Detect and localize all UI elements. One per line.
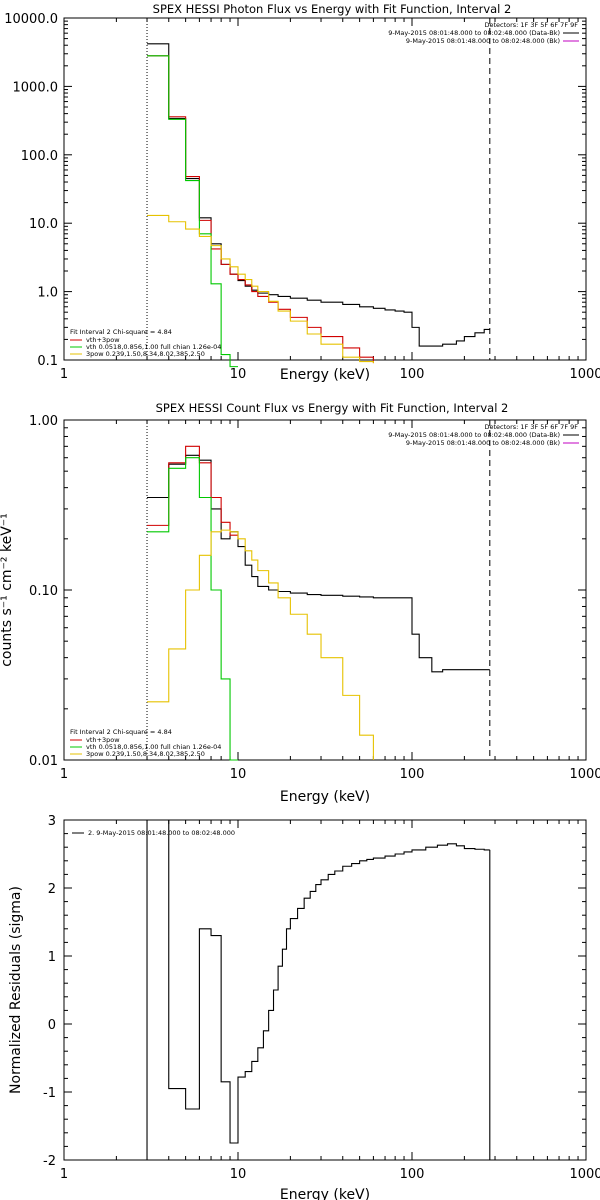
y-tick-label: 0.1 [37,354,58,369]
x-tick-label: 10 [230,367,247,382]
y-tick-label: -2 [43,1154,56,1169]
y-tick-label: 1000.0 [13,80,59,95]
series-line-0 [147,819,490,1144]
y-tick-label: 3 [48,814,56,829]
photon-fit-item-total: vth+3pow [86,336,120,344]
residuals-panel: 1 10 100 1000 -2 -1 0 1 2 3 Energy (keV) Normali… [8,814,600,1200]
y-tick-label: 10.0 [29,217,58,232]
series-line-2 [147,55,238,368]
count-fit-item-total: vth+3pow [86,736,120,744]
series-line-0 [147,43,490,347]
x-tick-label: 1 [60,1167,68,1182]
photon-plot-frame [63,17,587,361]
photon-series-group [147,43,490,368]
photon-chart-title: SPEX HESSI Photon Flux vs Energy with Fi… [153,2,512,16]
y-tick-label: 1.0 [37,286,58,301]
residuals-legend: 2. 9-May-2015 08:01:48.000 to 08:02:48.0… [72,829,235,837]
residuals-x-ticks: 1 10 100 1000 [60,820,600,1182]
series-line-1 [147,55,374,364]
y-tick-label: 0.10 [29,584,58,599]
photon-legend-data-label: 9-May-2015 08:01:48.000 to 08:02:48.000 … [388,29,560,37]
photon-legend-fit: Fit Interval 2 Chi-square = 4.84 vth+3po… [70,328,221,358]
residuals-x-axis-label: Energy (keV) [280,1187,370,1200]
photon-x-ticks: 1 10 100 1000 [60,18,600,382]
x-tick-label: 100 [400,767,425,782]
count-flux-panel: SPEX HESSI Count Flux vs Energy with Fit… [0,401,600,805]
count-detectors-label: Detectors: 1F 3F 5F 6F 7F 9F [484,423,578,431]
photon-fit-item-3pow: 3pow 0.239,1.50,8.34,8.02,385,2.50 [86,350,205,358]
series-line-1 [147,445,239,539]
x-tick-label: 10 [230,767,247,782]
series-line-3 [147,214,374,364]
residuals-plot-frame [63,819,587,1161]
x-tick-label: 1 [60,767,68,782]
y-tick-label: -1 [43,1086,56,1101]
count-legend-data-label: 9-May-2015 08:01:48.000 to 08:02:48.000 … [388,431,560,439]
photon-fit-item-vth: vth 0.0518,0.856,1.00 full chian 1.26e-0… [86,343,221,351]
x-tick-label: 1000 [569,367,600,382]
count-y-ticks: 0.01 0.10 1.00 [29,414,586,769]
x-tick-label: 1 [60,367,68,382]
x-tick-label: 100 [400,1167,425,1182]
series-line-3 [147,529,374,760]
photon-y-ticks: 0.1 1.0 10.0 100.0 1000.0 10000.0 [4,12,586,369]
photon-legend-top: Detectors: 1F 3F 5F 6F 7F 9F 9-May-2015 … [388,21,579,45]
count-plot-frame [63,419,587,761]
count-legend-fit: Fit Interval 2 Chi-square = 4.84 vth+3po… [70,728,221,758]
count-legend-bk-label: 9-May-2015 08:01:48.000 to 08:02:48.000 … [406,439,560,447]
count-fit-item-vth: vth 0.0518,0.856,1.00 full chian 1.26e-0… [86,743,221,751]
residuals-series-group [146,819,491,1160]
y-tick-label: 0 [48,1018,56,1033]
residuals-legend-label: 2. 9-May-2015 08:01:48.000 to 08:02:48.0… [88,829,235,837]
count-chart-title: SPEX HESSI Count Flux vs Energy with Fit… [156,401,509,415]
y-tick-label: 1 [48,950,56,965]
series-line-2 [147,457,238,761]
x-tick-label: 100 [400,367,425,382]
x-tick-label: 1000 [569,1167,600,1182]
photon-legend-bk-label: 9-May-2015 08:01:48.000 to 08:02:48.000 … [406,37,560,45]
photon-fit-header: Fit Interval 2 Chi-square = 4.84 [70,328,172,336]
y-tick-label: 1.00 [29,414,58,429]
count-x-axis-label: Energy (keV) [280,789,370,805]
count-series-group [147,445,490,761]
residuals-y-ticks: -2 -1 0 1 2 3 [43,814,586,1169]
x-tick-label: 10 [230,1167,247,1182]
photon-detectors-label: Detectors: 1F 3F 5F 6F 7F 9F [484,21,578,29]
x-tick-label: 1000 [569,767,600,782]
count-fit-item-3pow: 3pow 0.239,1.50,8.34,8.02,385,2.50 [86,750,205,758]
photon-x-axis-label: Energy (keV) [280,367,370,383]
y-tick-label: 100.0 [21,149,58,164]
y-tick-label: 10000.0 [4,12,58,27]
count-legend-top: Detectors: 1F 3F 5F 6F 7F 9F 9-May-2015 … [388,423,579,447]
residuals-y-axis-label: Normalized Residuals (sigma) [8,886,24,1094]
count-fit-header: Fit Interval 2 Chi-square = 4.84 [70,728,172,736]
y-tick-label: 0.01 [29,754,58,769]
series-line-0 [147,454,490,673]
y-tick-label: 2 [48,882,56,897]
photon-flux-panel: SPEX HESSI Photon Flux vs Energy with Fi… [4,2,600,383]
count-y-axis-label: counts s⁻¹ cm⁻² keV⁻¹ [0,513,15,667]
